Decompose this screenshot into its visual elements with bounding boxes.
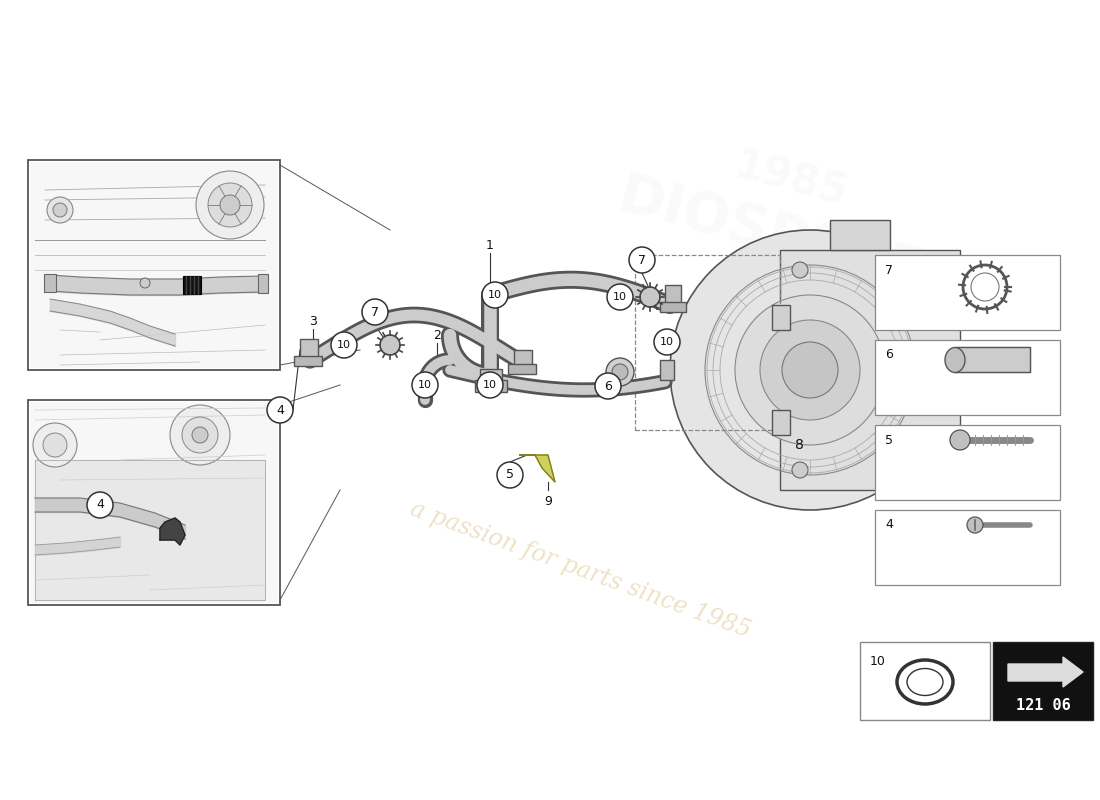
Ellipse shape xyxy=(945,347,965,373)
Circle shape xyxy=(267,397,293,423)
Circle shape xyxy=(220,195,240,215)
Text: 4: 4 xyxy=(886,518,893,531)
Circle shape xyxy=(629,247,654,273)
Text: 8: 8 xyxy=(795,438,804,452)
Circle shape xyxy=(950,430,970,450)
Text: 9: 9 xyxy=(544,495,552,508)
Circle shape xyxy=(654,329,680,355)
Text: 5: 5 xyxy=(506,469,514,482)
Polygon shape xyxy=(35,460,265,600)
Bar xyxy=(660,302,686,312)
Circle shape xyxy=(482,282,508,308)
Bar xyxy=(635,255,780,430)
Circle shape xyxy=(735,295,886,445)
Circle shape xyxy=(87,492,113,518)
Bar xyxy=(772,410,790,435)
Circle shape xyxy=(477,372,503,398)
Circle shape xyxy=(967,517,983,533)
Circle shape xyxy=(192,427,208,443)
Bar xyxy=(993,642,1093,720)
Text: 6: 6 xyxy=(886,349,893,362)
Bar xyxy=(860,642,990,720)
Bar xyxy=(830,220,890,250)
Bar xyxy=(660,360,674,380)
Text: 10: 10 xyxy=(870,655,886,668)
Bar xyxy=(480,369,502,385)
Bar xyxy=(772,305,790,330)
Bar xyxy=(780,250,960,490)
Text: 7: 7 xyxy=(638,254,646,266)
Text: 7: 7 xyxy=(886,263,893,277)
Polygon shape xyxy=(955,347,1030,372)
Circle shape xyxy=(331,332,358,358)
Circle shape xyxy=(640,287,660,307)
Circle shape xyxy=(53,203,67,217)
Bar xyxy=(294,356,322,366)
Polygon shape xyxy=(520,455,556,482)
Bar xyxy=(44,274,56,292)
Circle shape xyxy=(362,299,388,325)
Bar xyxy=(874,340,1060,415)
Text: 1: 1 xyxy=(486,239,494,252)
Bar xyxy=(874,425,1060,500)
Circle shape xyxy=(182,417,218,453)
Text: 7: 7 xyxy=(371,306,380,318)
Circle shape xyxy=(379,335,400,355)
Text: 10: 10 xyxy=(660,337,674,347)
Circle shape xyxy=(595,373,621,399)
Bar xyxy=(300,339,318,359)
Circle shape xyxy=(497,462,522,488)
Circle shape xyxy=(196,171,264,239)
Bar xyxy=(514,350,532,368)
Circle shape xyxy=(792,462,808,478)
Circle shape xyxy=(670,230,950,510)
Bar xyxy=(30,402,278,603)
Circle shape xyxy=(612,364,628,380)
Bar xyxy=(183,276,201,294)
Circle shape xyxy=(140,278,150,288)
Circle shape xyxy=(43,433,67,457)
Circle shape xyxy=(932,462,948,478)
Polygon shape xyxy=(1008,657,1084,687)
Text: 121 06: 121 06 xyxy=(1015,698,1070,713)
Text: 4: 4 xyxy=(96,498,103,511)
Bar xyxy=(30,162,278,368)
Circle shape xyxy=(33,423,77,467)
Text: 4: 4 xyxy=(276,403,284,417)
Text: 10: 10 xyxy=(418,380,432,390)
Circle shape xyxy=(792,262,808,278)
Text: 10: 10 xyxy=(337,340,351,350)
Bar xyxy=(475,380,507,392)
Circle shape xyxy=(170,405,230,465)
Circle shape xyxy=(412,372,438,398)
Bar xyxy=(508,364,536,374)
Text: 5: 5 xyxy=(886,434,893,446)
Bar xyxy=(28,160,280,370)
Circle shape xyxy=(606,358,634,386)
Text: 2: 2 xyxy=(433,329,441,342)
Circle shape xyxy=(782,342,838,398)
Bar xyxy=(874,510,1060,585)
Bar xyxy=(874,255,1060,330)
Text: 6: 6 xyxy=(604,379,612,393)
Text: 1985: 1985 xyxy=(728,145,851,215)
Circle shape xyxy=(208,183,252,227)
Text: 10: 10 xyxy=(613,292,627,302)
Text: DIOSPARES: DIOSPARES xyxy=(613,168,968,312)
Circle shape xyxy=(607,284,632,310)
Text: 10: 10 xyxy=(488,290,502,300)
Bar xyxy=(666,285,681,307)
Circle shape xyxy=(760,320,860,420)
Text: 3: 3 xyxy=(309,315,317,328)
Bar xyxy=(258,274,268,293)
Polygon shape xyxy=(160,518,185,545)
Bar xyxy=(28,400,280,605)
Circle shape xyxy=(47,197,73,223)
Text: a passion for parts since 1985: a passion for parts since 1985 xyxy=(407,498,754,642)
Circle shape xyxy=(932,262,948,278)
Text: 10: 10 xyxy=(483,380,497,390)
